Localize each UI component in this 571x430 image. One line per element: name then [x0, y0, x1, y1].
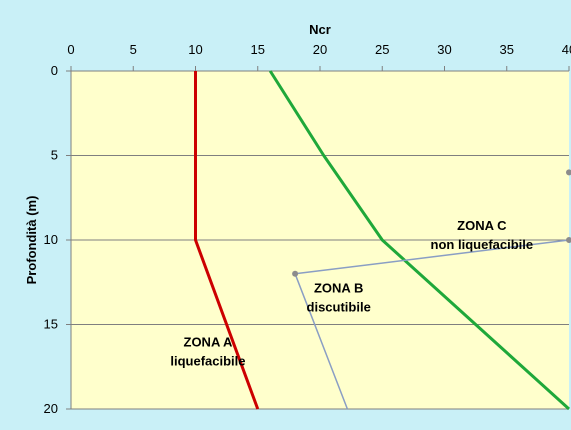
annotation-zona-a-line1: ZONA A	[184, 334, 233, 349]
data-point-marker	[292, 270, 299, 277]
annotation-zona-b-line1: ZONA B	[314, 280, 363, 295]
x-tick-label: 30	[437, 42, 451, 57]
x-axis-title: Ncr	[309, 22, 331, 37]
y-tick-label: 20	[44, 401, 58, 416]
annotation-zona-a-line2: liquefacibile	[170, 353, 245, 368]
x-tick-label: 5	[130, 42, 137, 57]
series-line-boundary-B-C	[268, 70, 571, 411]
annotation-zona-c-line2: non liquefacibile	[431, 237, 534, 252]
x-tick-label: 20	[313, 42, 327, 57]
annotation-zona-c-line1: ZONA C	[457, 218, 507, 233]
x-tick-label: 40	[562, 42, 571, 57]
y-tick-label: 5	[51, 148, 58, 163]
y-tick-label: 15	[44, 317, 58, 332]
data-point-marker	[566, 169, 571, 176]
x-tick-label: 0	[67, 42, 74, 57]
x-tick-label: 10	[188, 42, 202, 57]
data-point-marker	[566, 237, 571, 243]
annotation-zona-b-line2: discutibile	[307, 299, 371, 314]
x-tick-label: 25	[375, 42, 389, 57]
x-tick-label: 35	[500, 42, 514, 57]
y-tick-label: 10	[44, 232, 58, 247]
series-line-boundary-A-B	[194, 71, 260, 410]
y-axis-title: Profondità (m)	[24, 196, 39, 285]
x-tick-label: 15	[251, 42, 265, 57]
y-tick-label: 0	[51, 63, 58, 78]
